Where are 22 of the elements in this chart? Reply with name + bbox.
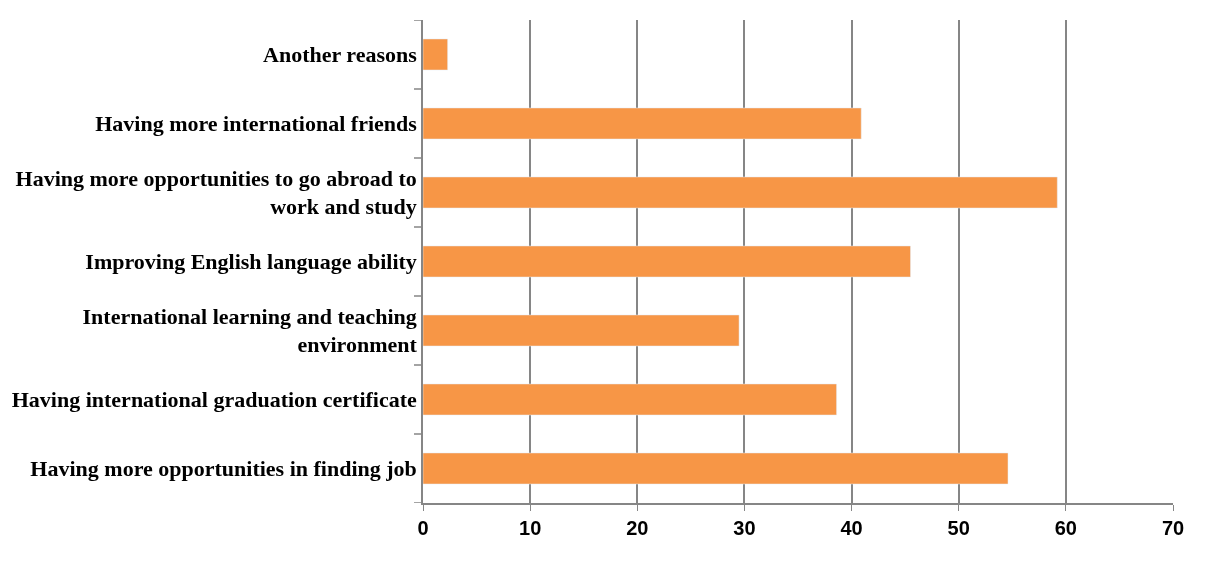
x-tick-label: 70: [1161, 516, 1185, 539]
x-tick-label: 20: [626, 516, 649, 539]
y-tick-label: Another reasons: [263, 42, 418, 68]
bar: [423, 38, 448, 71]
y-tick-label: Having international graduation certificate: [11, 387, 418, 413]
x-tick-label: 60: [1054, 516, 1077, 539]
y-tick-label: Having more opportunities in finding job: [30, 456, 417, 482]
bar: [423, 176, 1058, 209]
x-tick-label: 0: [417, 516, 429, 539]
y-tick-label: Improving English language ability: [85, 249, 417, 275]
y-tick-label: International learning and teaching environment: [82, 303, 418, 358]
bar: [423, 452, 1009, 485]
x-tick-label: 40: [840, 516, 863, 539]
bar: [423, 245, 911, 278]
x-tick-label: 50: [947, 516, 970, 539]
x-tick-label: 10: [519, 516, 542, 539]
y-tick-label: Having more opportunities to go abroad to work and study: [15, 165, 417, 220]
bar: [423, 314, 740, 347]
y-tick-label: Having more international friends: [95, 111, 418, 137]
bar: [423, 107, 862, 140]
x-tick-label: 30: [733, 516, 756, 539]
bar: [423, 383, 837, 416]
